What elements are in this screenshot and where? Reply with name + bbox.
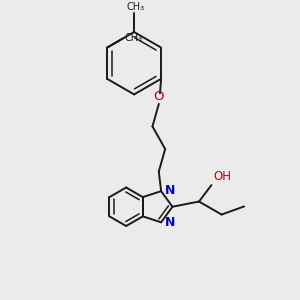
Text: CH₃: CH₃ [124,33,142,43]
Text: CH₃: CH₃ [127,2,145,12]
Text: O: O [154,90,164,103]
Text: N: N [165,184,175,197]
Text: N: N [165,216,175,229]
Text: OH: OH [214,170,232,183]
